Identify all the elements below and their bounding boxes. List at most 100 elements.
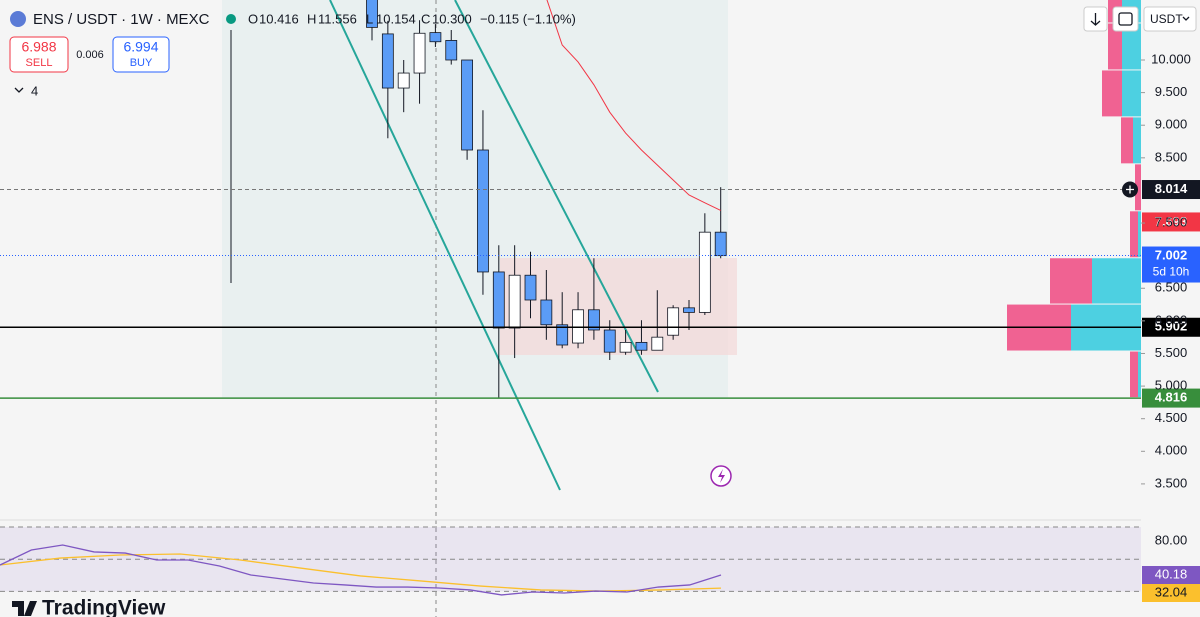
price-box <box>1142 180 1200 200</box>
candle-body <box>461 59 474 151</box>
screen-icon <box>1118 12 1133 26</box>
fullscreen-button[interactable] <box>1112 6 1139 32</box>
ohlc-label: L <box>366 11 373 26</box>
candle-body <box>619 341 632 353</box>
ohlc-label: H <box>307 11 316 26</box>
profile-up <box>1122 23 1141 70</box>
chevron <box>1182 16 1190 21</box>
y-tick-label: 5.500 <box>1155 345 1188 360</box>
price-box <box>1142 246 1200 283</box>
y-tick-label: 8.500 <box>1155 149 1188 164</box>
candle-body <box>413 32 426 74</box>
countdown: 5d 10h <box>1153 265 1190 279</box>
rsi-value-box <box>1142 584 1200 602</box>
candle-body <box>429 32 442 43</box>
symbol-icon <box>10 11 26 27</box>
rsi-value-box <box>1142 566 1200 584</box>
candle-body <box>492 271 505 329</box>
market-status <box>226 14 236 24</box>
lightning <box>718 469 725 483</box>
brand: TradingView <box>42 597 166 617</box>
y-tick-label: 3.500 <box>1155 475 1188 490</box>
profile-down <box>1108 23 1122 70</box>
ohlc-value: 10.300 <box>432 11 472 26</box>
price-box <box>1142 317 1200 337</box>
price-label: 7.002 <box>1155 247 1188 262</box>
buy-button[interactable] <box>112 36 170 73</box>
y-tick-label: 6.500 <box>1155 280 1188 295</box>
ohlc-label: O <box>248 11 258 26</box>
candle-body <box>714 231 727 257</box>
profile-up <box>1122 70 1141 117</box>
currency: USDT <box>1150 12 1183 26</box>
sell-label: SELL <box>26 57 53 69</box>
change: −0.115 (−1.10%) <box>480 11 576 26</box>
profile-up <box>1092 258 1141 304</box>
candle-body <box>572 309 584 344</box>
y-tick-label: 4.500 <box>1155 410 1188 425</box>
y-tick-label: 9.500 <box>1155 84 1188 99</box>
chevron <box>14 87 24 93</box>
buy-price: 6.994 <box>123 39 158 55</box>
overlay: 7.693 8.014 7.002 5d 10h 5.902 4.816 <box>0 180 1200 408</box>
profile-down <box>1121 117 1133 164</box>
candle-body <box>381 33 394 89</box>
ma-price: 7.693 <box>1155 214 1188 229</box>
profile-down <box>1050 258 1092 304</box>
moving-average <box>546 0 721 211</box>
candle-body <box>698 231 711 313</box>
zone-box <box>500 258 737 355</box>
profile-up <box>1133 117 1141 164</box>
profile-down <box>1130 351 1138 398</box>
candle-body <box>651 336 664 351</box>
candle-body <box>508 274 521 329</box>
ohlc-value: 10.416 <box>259 11 299 26</box>
candle-body <box>556 324 569 346</box>
y-tick-label: 6.000 <box>1155 312 1188 327</box>
ma-price-box <box>1142 212 1200 232</box>
ohlc-value: 11.556 <box>318 11 357 26</box>
candle-body <box>477 149 489 273</box>
candle-body <box>445 40 458 61</box>
rsi-line <box>0 544 722 596</box>
brand-logo <box>12 601 37 616</box>
profile-down <box>1102 70 1122 117</box>
candle-body <box>397 72 410 89</box>
rsi-value: 40.18 <box>1155 566 1188 581</box>
candle-body <box>366 0 378 28</box>
symbol[interactable]: ENS / USDT · 1W · MEXC <box>33 11 210 28</box>
profile-down <box>1130 211 1138 258</box>
indicators-toggle[interactable] <box>10 81 42 101</box>
profile-up <box>1138 211 1141 258</box>
price-label: 5.902 <box>1155 319 1188 334</box>
candle-body <box>524 274 537 301</box>
price-box <box>1142 388 1200 408</box>
profile-up <box>1138 351 1141 398</box>
sell-button[interactable] <box>9 36 69 73</box>
candle-body <box>635 341 648 351</box>
candle-body <box>603 329 616 353</box>
ohlc-label: C <box>421 11 430 26</box>
candle-body <box>667 307 680 336</box>
indicators-count: 4 <box>31 83 38 98</box>
y-tick-label: 10.000 <box>1151 51 1191 66</box>
plus-icon <box>1126 185 1134 194</box>
y-tick-label: 5.000 <box>1155 378 1188 393</box>
price-label: 8.014 <box>1155 181 1188 196</box>
y-tick-label: 4.000 <box>1155 443 1188 458</box>
price-label: 4.816 <box>1155 390 1188 405</box>
ohlc-value: 10.154 <box>376 11 416 26</box>
trend-line <box>329 0 561 491</box>
candle-body <box>588 309 600 331</box>
sell-price: 6.988 <box>21 39 56 55</box>
rsi-value: 32.04 <box>1155 584 1188 599</box>
y-tick-label: 7.500 <box>1155 214 1188 229</box>
buy-label: BUY <box>130 57 153 69</box>
y-tick-label: 9.000 <box>1155 117 1188 132</box>
arrow-icon <box>1090 13 1101 26</box>
rsi-tick-label: 80.00 <box>1155 532 1188 547</box>
candle-body <box>683 307 695 313</box>
currency-dropdown[interactable] <box>1143 6 1197 32</box>
profile-down <box>1135 164 1141 211</box>
